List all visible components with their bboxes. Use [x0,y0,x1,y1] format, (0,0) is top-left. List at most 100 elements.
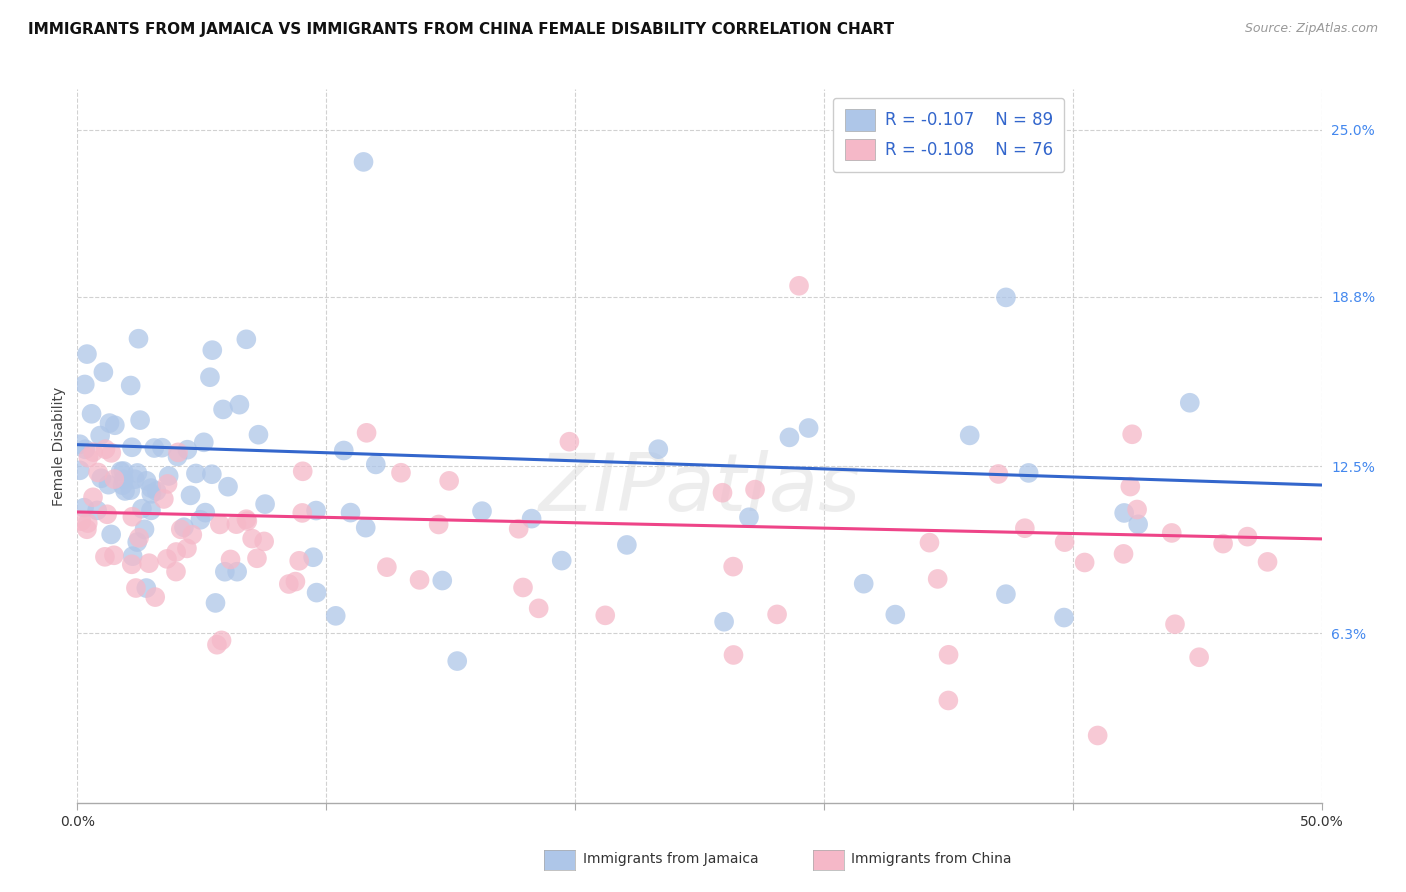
Point [121,509,143,524]
Point [277,577,299,591]
Point [305,585,328,599]
Point [228,398,250,412]
Point [375,560,398,574]
Point [437,474,460,488]
Point [127,535,149,549]
Point [852,576,875,591]
Point [302,550,325,565]
Point [70,514,93,528]
Point [288,554,311,568]
Point [129,413,152,427]
Point [225,517,247,532]
Point [201,343,224,358]
Point [90,471,112,485]
Point [994,290,1017,304]
Point [797,421,820,435]
Point [1119,479,1142,493]
Point [111,478,134,492]
Point [219,552,242,566]
Point [75,442,97,457]
Point [143,590,166,604]
Text: Source: ZipAtlas.com: Source: ZipAtlas.com [1244,22,1378,36]
Point [188,513,211,527]
Point [112,472,135,486]
Point [98,416,121,430]
Point [713,615,735,629]
Point [166,450,188,464]
Point [938,693,960,707]
Point [96,508,118,522]
Point [744,483,766,497]
Point [73,377,96,392]
Point [134,522,156,536]
Point [94,549,117,564]
Point [778,430,800,444]
Point [339,506,361,520]
Point [135,474,157,488]
Point [593,608,616,623]
Point [97,477,120,491]
Point [94,442,117,457]
Point [156,477,179,491]
Point [353,155,375,169]
Point [93,365,115,379]
Point [364,458,387,472]
Point [103,549,125,563]
Point [121,549,143,564]
Point [201,467,224,482]
Point [120,378,142,392]
Point [927,572,949,586]
Point [247,427,270,442]
Point [69,463,91,477]
Point [204,596,226,610]
Point [1053,610,1076,624]
Point [1121,427,1143,442]
Point [135,581,157,595]
Point [1126,502,1149,516]
Point [884,607,907,622]
Point [766,607,789,622]
Point [253,534,276,549]
Point [157,469,180,483]
Text: Immigrants from Jamaica: Immigrants from Jamaica [583,852,759,866]
Point [165,545,187,559]
Point [938,648,960,662]
Point [141,487,163,501]
Point [471,504,494,518]
Point [1257,555,1279,569]
Point [1164,617,1187,632]
Point [124,472,146,486]
Point [1053,535,1076,549]
Point [214,565,236,579]
Point [125,581,148,595]
Point [208,517,231,532]
Text: IMMIGRANTS FROM JAMAICA VS IMMIGRANTS FROM CHINA FEMALE DISABILITY CORRELATION C: IMMIGRANTS FROM JAMAICA VS IMMIGRANTS FR… [28,22,894,37]
Point [76,516,98,530]
Point [180,488,202,502]
Point [143,441,166,455]
Point [512,581,534,595]
Point [1160,525,1182,540]
Point [82,445,104,459]
Point [1126,517,1149,532]
Point [994,587,1017,601]
Point [153,491,176,506]
Point [145,483,167,498]
Point [181,527,204,541]
Point [194,506,217,520]
Point [1014,521,1036,535]
Point [103,472,125,486]
Y-axis label: Female Disability: Female Disability [52,386,66,506]
Point [76,347,98,361]
Point [527,601,550,615]
Point [165,565,187,579]
Point [711,485,734,500]
Point [128,332,150,346]
Point [114,483,136,498]
Point [127,466,149,480]
Text: Immigrants from China: Immigrants from China [851,852,1011,866]
Point [1188,650,1211,665]
Point [647,442,669,457]
Point [139,481,162,495]
Point [1018,466,1040,480]
